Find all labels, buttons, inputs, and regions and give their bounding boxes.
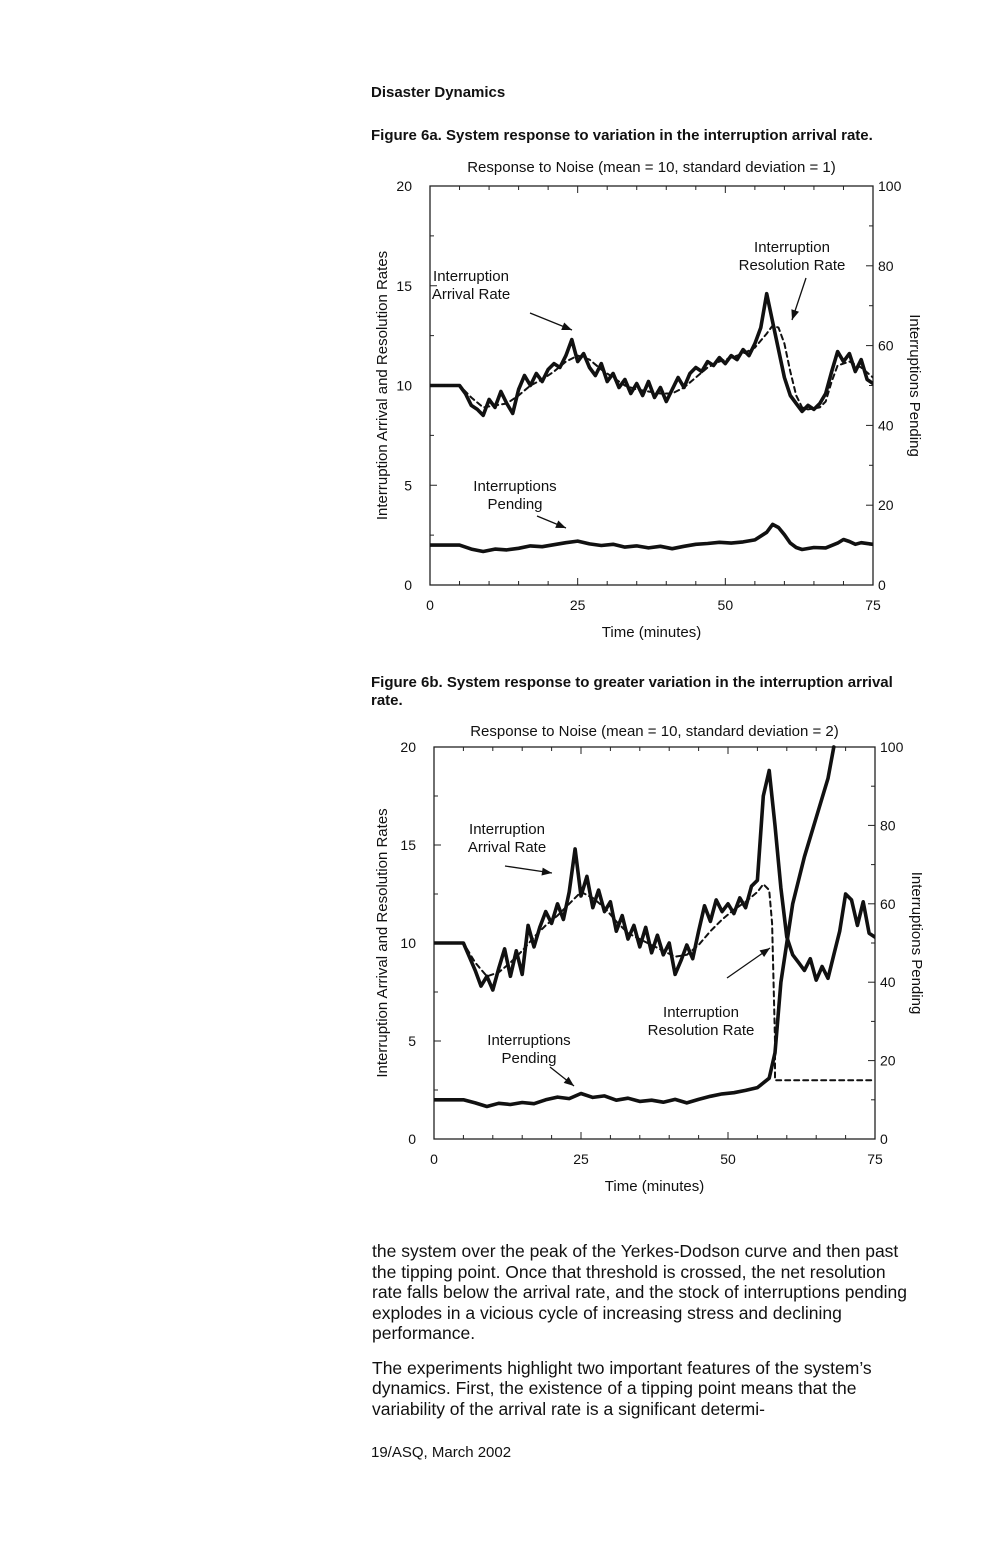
x-tick-label: 50 — [720, 1151, 736, 1167]
annotation-pending-line: Pending — [501, 1050, 556, 1067]
y-tick-label-left: 15 — [400, 837, 416, 853]
y-tick-label-left: 20 — [396, 178, 412, 194]
annotation-arrival: Interruption Arrival Rate — [468, 821, 546, 856]
figure-6a-caption: Figure 6a. System response to variation … — [371, 127, 873, 144]
x-tick-label: 25 — [573, 1151, 589, 1167]
x-tick-label: 75 — [867, 1151, 883, 1167]
y-tick-label-left: 15 — [396, 278, 412, 294]
annotation-resolution: Interruption Resolution Rate — [648, 1004, 755, 1039]
y-axis-label-left: Interruption Arrival and Resolution Rate… — [374, 808, 391, 1077]
annotation-arrival-line: Arrival Rate — [432, 286, 510, 303]
annotation-pending-line: Interruptions — [473, 478, 556, 495]
annotation-pending: Interruptions Pending — [487, 1032, 570, 1067]
y-tick-label-right: 0 — [878, 577, 886, 593]
page-footer: 19/ASQ, March 2002 — [371, 1444, 512, 1461]
y-tick-label-right: 80 — [878, 258, 894, 274]
annotation-resolution-line: Resolution Rate — [648, 1022, 755, 1039]
running-head: Disaster Dynamics — [371, 84, 506, 101]
annotation-resolution-line: Interruption — [663, 1004, 739, 1021]
annotation-resolution: Interruption Resolution Rate — [739, 239, 846, 274]
y-tick-label-left: 20 — [400, 739, 416, 755]
y-tick-label-left: 0 — [408, 1131, 416, 1147]
paragraph-1: the system over the peak of the Yerkes-D… — [372, 1241, 908, 1343]
y-tick-label-right: 0 — [880, 1131, 888, 1147]
annotation-arrival-line: Arrival Rate — [468, 839, 546, 856]
annotation-arrival-line: Interruption — [469, 821, 545, 838]
y-tick-label-right: 60 — [878, 338, 894, 354]
annotation-resolution-arrow-head — [759, 948, 770, 957]
figure-6a-chart: Response to Noise (mean = 10, standard d… — [374, 159, 923, 641]
annotation-arrival: Interruption Arrival Rate — [432, 268, 510, 303]
y-tick-label-right: 60 — [880, 896, 896, 912]
annotation-arrival-arrow-head — [561, 322, 572, 330]
paragraph-2: The experiments highlight two important … — [372, 1357, 872, 1419]
annotation-arrival-arrow-head — [541, 867, 552, 876]
series-interruptions-pending-line — [430, 522, 873, 554]
annotation-arrival-line: Interruption — [433, 268, 509, 285]
chart-title: Response to Noise (mean = 10, standard d… — [467, 159, 836, 176]
chart-title: Response to Noise (mean = 10, standard d… — [470, 723, 839, 740]
y-tick-label-right: 100 — [878, 178, 902, 194]
annotation-pending-line: Interruptions — [487, 1032, 570, 1049]
series-interruption-resolution-rate-line — [434, 883, 875, 1082]
annotation-pending-arrow-head — [563, 1076, 574, 1086]
series-interruption-arrival-rate-line — [430, 291, 873, 418]
y-tick-label-right: 40 — [880, 974, 896, 990]
y-tick-label-left: 10 — [396, 378, 412, 394]
annotation-resolution-line: Interruption — [754, 239, 830, 256]
annotation-resolution-arrow-head — [791, 309, 799, 320]
y-tick-label-left: 0 — [404, 577, 412, 593]
annotation-pending-arrow-head — [555, 520, 566, 528]
body-text: the system over the peak of the Yerkes-D… — [372, 1241, 917, 1433]
figure-6b-chart: Response to Noise (mean = 10, standard d… — [374, 723, 925, 1195]
series-interruptions-pending-line — [434, 745, 836, 1109]
x-axis-label: Time (minutes) — [602, 624, 701, 641]
y-tick-label-left: 10 — [400, 935, 416, 951]
y-tick-label-left: 5 — [408, 1033, 416, 1049]
y-axis-label-right: Interruptions Pending — [906, 314, 923, 457]
annotation-pending-line: Pending — [487, 496, 542, 513]
x-axis-label: Time (minutes) — [605, 1178, 704, 1195]
y-tick-label-right: 20 — [880, 1053, 896, 1069]
annotation-pending: Interruptions Pending — [473, 478, 556, 513]
y-tick-label-left: 5 — [404, 477, 412, 493]
annotation-resolution-line: Resolution Rate — [739, 257, 846, 274]
y-tick-label-right: 100 — [880, 739, 904, 755]
series-interruption-resolution-rate-line — [430, 324, 873, 411]
x-tick-label: 0 — [430, 1151, 438, 1167]
y-axis-label-left: Interruption Arrival and Resolution Rate… — [374, 251, 391, 520]
x-tick-label: 25 — [570, 597, 586, 613]
y-tick-label-right: 40 — [878, 417, 894, 433]
x-tick-label: 0 — [426, 597, 434, 613]
figure-6b-caption: Figure 6b. System response to greater va… — [371, 674, 893, 709]
y-tick-label-right: 80 — [880, 817, 896, 833]
y-axis-label-right: Interruptions Pending — [908, 872, 925, 1015]
y-tick-label-right: 20 — [878, 497, 894, 513]
x-tick-label: 50 — [718, 597, 734, 613]
x-tick-label: 75 — [865, 597, 881, 613]
series-interruption-arrival-rate-line — [434, 768, 875, 992]
